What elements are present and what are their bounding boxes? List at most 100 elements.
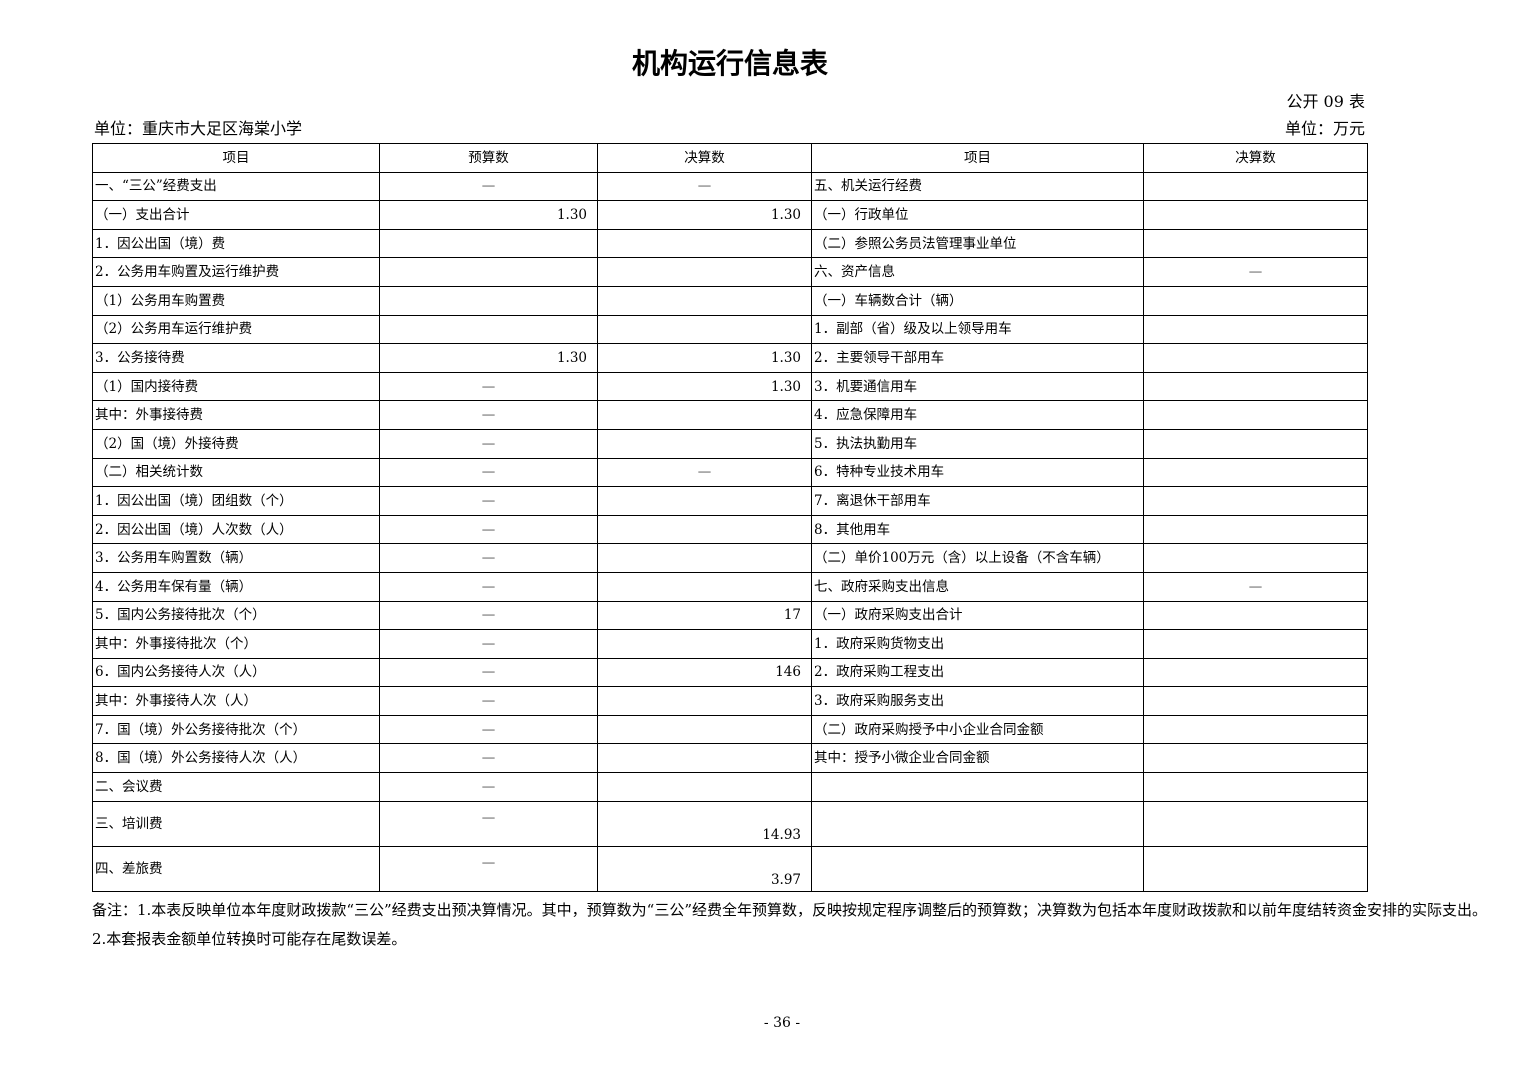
- item-cell: 1．因公出国（境）费: [92, 228, 380, 259]
- item-cell: 1．因公出国（境）团组数（个）: [92, 486, 380, 516]
- info-table: 项目 预算数 决算数 项目 决算数 一、“三公”经费支出 — — 五、机关运行经费 （一…: [92, 143, 1368, 892]
- page-title: 机构运行信息表: [631, 47, 828, 80]
- final-cell: [597, 314, 812, 345]
- item-cell-right: （二）单价100万元（含）以上设备（不含车辆）: [811, 543, 1144, 573]
- budget-cell: —: [379, 400, 598, 430]
- budget-cell: [379, 314, 598, 345]
- item-cell: 8．国（境）外公务接待人次（人）: [92, 743, 380, 774]
- item-cell-right: [811, 800, 1144, 847]
- currency-unit: 单位：万元: [1284, 119, 1365, 138]
- final-cell: [597, 686, 812, 716]
- header-final-right: 决算数: [1143, 143, 1368, 173]
- item-cell-right: 其中：授予小微企业合同金额: [811, 743, 1144, 774]
- final-cell-right: —: [1143, 257, 1368, 287]
- table-row: 一、“三公”经费支出 — — 五、机关运行经费: [92, 171, 1368, 202]
- final-cell-right: [1143, 629, 1368, 659]
- budget-cell: —: [379, 514, 598, 545]
- final-cell-right: [1143, 171, 1368, 202]
- table-row: （1）国内接待费 —1.30 3．机要通信用车: [92, 371, 1368, 402]
- item-cell: 其中：外事接待批次（个）: [92, 629, 380, 659]
- budget-cell: —: [379, 457, 598, 488]
- item-cell-right: （一）车辆数合计（辆）: [811, 285, 1144, 316]
- item-cell: （1）公务用车购置费: [92, 285, 380, 316]
- item-cell-right: 7．离退休干部用车: [811, 486, 1144, 516]
- final-cell: [597, 428, 812, 459]
- table-row: 其中：外事接待费 — 4．应急保障用车: [92, 400, 1368, 430]
- final-cell: [597, 257, 812, 287]
- final-cell: [597, 571, 812, 602]
- budget-cell: —: [379, 657, 598, 688]
- item-cell-right: 1．副部（省）级及以上领导用车: [811, 314, 1144, 345]
- table-row: （2）国（境）外接待费 — 5．执法执勤用车: [92, 428, 1368, 459]
- final-cell-right: [1143, 428, 1368, 459]
- budget-cell: —: [379, 686, 598, 716]
- budget-cell: [379, 257, 598, 287]
- budget-cell: —: [379, 543, 598, 573]
- table-row: 四、差旅费 —3.97: [92, 845, 1368, 892]
- final-cell: [597, 228, 812, 259]
- budget-cell: —: [379, 428, 598, 459]
- table-row: 1．因公出国（境）费 （二）参照公务员法管理事业单位: [92, 228, 1368, 259]
- final-cell-right: [1143, 371, 1368, 402]
- table-row: 5．国内公务接待批次（个） —17 （一）政府采购支出合计: [92, 600, 1368, 631]
- table-row: 其中：外事接待批次（个） — 1．政府采购货物支出: [92, 629, 1368, 659]
- budget-cell: 1.30: [379, 343, 598, 373]
- final-cell-right: [1143, 657, 1368, 688]
- final-cell-right: [1143, 457, 1368, 488]
- note-2: 2.本套报表金额单位转换时可能存在尾数误差。: [92, 929, 407, 948]
- header-item-right: 项目: [811, 143, 1144, 173]
- final-cell: 1.30: [597, 200, 812, 230]
- budget-cell: [379, 285, 598, 316]
- final-cell: 1.30: [597, 343, 812, 373]
- final-cell: 14.93: [597, 800, 812, 847]
- item-cell-right: 3．机要通信用车: [811, 371, 1144, 402]
- item-cell-right: 3．政府采购服务支出: [811, 686, 1144, 716]
- final-cell: —: [597, 457, 812, 488]
- final-cell-right: [1143, 314, 1368, 345]
- item-cell: 三、培训费: [92, 800, 380, 847]
- budget-cell: —: [379, 743, 598, 774]
- final-cell: [597, 629, 812, 659]
- table-row: （1）公务用车购置费 （一）车辆数合计（辆）: [92, 285, 1368, 316]
- final-cell-right: [1143, 845, 1368, 892]
- budget-cell: —: [379, 486, 598, 516]
- item-cell: （一）支出合计: [92, 200, 380, 230]
- table-row: 6．国内公务接待人次（人） —146 2．政府采购工程支出: [92, 657, 1368, 688]
- item-cell: （1）国内接待费: [92, 371, 380, 402]
- item-cell-right: 6．特种专业技术用车: [811, 457, 1144, 488]
- table-row: 二、会议费 —: [92, 772, 1368, 802]
- form-number: 公开 09 表: [1286, 92, 1365, 111]
- budget-cell: [379, 228, 598, 259]
- content: 项目 预算数 决算数 项目 决算数 一、“三公”经费支出 — — 五、机关运行经费 （一…: [92, 143, 1512, 1052]
- item-cell-right: 8．其他用车: [811, 514, 1144, 545]
- table-row: 1．因公出国（境）团组数（个） — 7．离退休干部用车: [92, 486, 1368, 516]
- table-row: 8．国（境）外公务接待人次（人） — 其中：授予小微企业合同金额: [92, 743, 1368, 774]
- item-cell-right: 七、政府采购支出信息: [811, 571, 1144, 602]
- header-item: 项目: [92, 143, 380, 173]
- table-row: 2．因公出国（境）人次数（人） — 8．其他用车: [92, 514, 1368, 545]
- budget-cell: 1.30: [379, 200, 598, 230]
- final-cell: [597, 543, 812, 573]
- table-row: 三、培训费 —14.93: [92, 800, 1368, 847]
- final-cell: [597, 743, 812, 774]
- item-cell-right: （一）行政单位: [811, 200, 1144, 230]
- item-cell: （2）国（境）外接待费: [92, 428, 380, 459]
- table-header: 项目 预算数 决算数 项目 决算数: [92, 143, 1368, 173]
- final-cell-right: [1143, 772, 1368, 802]
- item-cell: 一、“三公”经费支出: [92, 171, 380, 202]
- final-cell-right: [1143, 400, 1368, 430]
- final-cell: —: [597, 171, 812, 202]
- item-cell: 7．国（境）外公务接待批次（个）: [92, 714, 380, 745]
- notes: 备注：1.本表反映单位本年度财政拨款“三公”经费支出预决算情况。其中，预算数为“…: [92, 896, 1512, 954]
- final-cell: [597, 714, 812, 745]
- final-cell-right: [1143, 228, 1368, 259]
- item-cell-right: 五、机关运行经费: [811, 171, 1144, 202]
- item-cell-right: 4．应急保障用车: [811, 400, 1144, 430]
- table-row: 7．国（境）外公务接待批次（个） — （二）政府采购授予中小企业合同金额: [92, 714, 1368, 745]
- item-cell: 二、会议费: [92, 772, 380, 802]
- final-cell-right: [1143, 600, 1368, 631]
- final-cell-right: [1143, 543, 1368, 573]
- item-cell: 四、差旅费: [92, 845, 380, 892]
- item-cell: （二）相关统计数: [92, 457, 380, 488]
